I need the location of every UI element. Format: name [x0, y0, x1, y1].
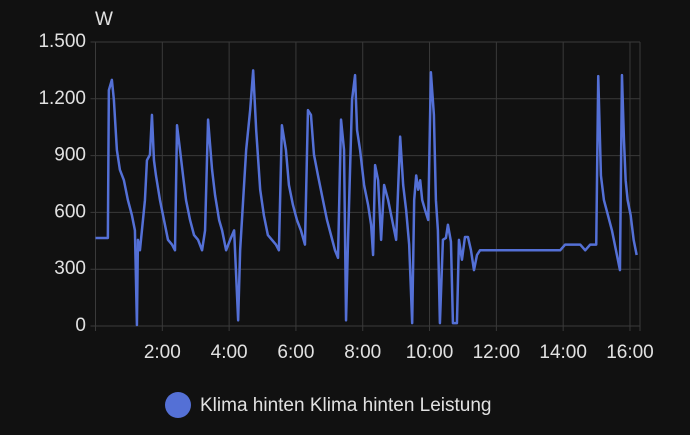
x-tick-label: 4:00	[211, 342, 248, 363]
data-line	[95, 69, 638, 327]
y-axis-label: W	[95, 9, 113, 30]
x-tick-label: 2:00	[144, 342, 181, 363]
x-tick-label: 12:00	[473, 342, 521, 363]
y-tick-label: 300	[54, 258, 86, 279]
legend-label: Klima hinten Klima hinten Leistung	[200, 395, 492, 416]
x-tick-label: 14:00	[539, 342, 587, 363]
y-tick-label: 600	[54, 201, 86, 222]
x-tick-label: 16:00	[606, 342, 654, 363]
y-tick-label: 1.500	[38, 31, 86, 52]
x-tick-label: 8:00	[344, 342, 381, 363]
y-tick-label: 900	[54, 145, 86, 166]
y-tick-label: 0	[75, 315, 86, 336]
y-tick-label: 1.200	[38, 88, 86, 109]
x-tick-label: 6:00	[277, 342, 314, 363]
x-tick-label: 10:00	[406, 342, 454, 363]
legend-marker	[165, 392, 191, 418]
